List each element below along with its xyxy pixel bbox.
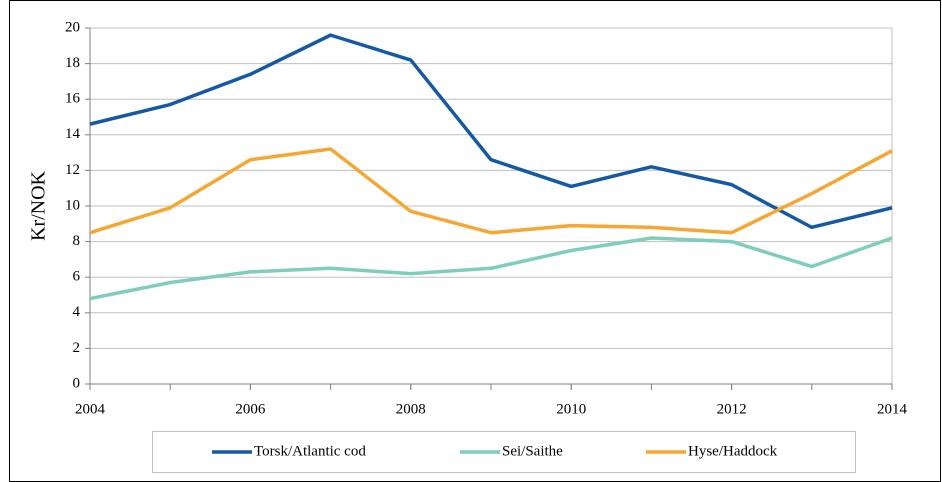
x-tick-label: 2010 [556, 401, 586, 417]
legend-label: Torsk/Atlantic cod [254, 443, 366, 459]
y-tick-label: 0 [73, 375, 81, 391]
y-tick-label: 8 [73, 233, 81, 249]
x-tick-label: 2012 [717, 401, 747, 417]
x-tick-label: 2008 [396, 401, 426, 417]
x-tick-label: 2004 [75, 401, 106, 417]
y-tick-label: 20 [65, 19, 80, 35]
y-tick-label: 4 [73, 304, 81, 320]
series-line [89, 236, 893, 301]
legend-box [152, 431, 856, 473]
chart-frame [9, 0, 941, 482]
y-tick-label: 2 [73, 340, 81, 356]
series-line [89, 33, 893, 230]
y-tick-label: 16 [65, 91, 81, 107]
y-tick-label: 12 [65, 162, 80, 178]
legend-label: Sei/Saithe [502, 443, 563, 459]
y-tick-label: 6 [73, 269, 81, 285]
series-line [89, 147, 893, 235]
y-tick-label: 10 [65, 197, 80, 213]
y-tick-label: 18 [65, 55, 80, 71]
legend-label: Hyse/Haddock [688, 443, 778, 459]
y-axis-label: Kr/NOK [28, 170, 50, 241]
y-tick-label: 14 [65, 126, 81, 142]
x-tick-label: 2014 [877, 401, 908, 417]
x-tick-label: 2006 [235, 401, 266, 417]
